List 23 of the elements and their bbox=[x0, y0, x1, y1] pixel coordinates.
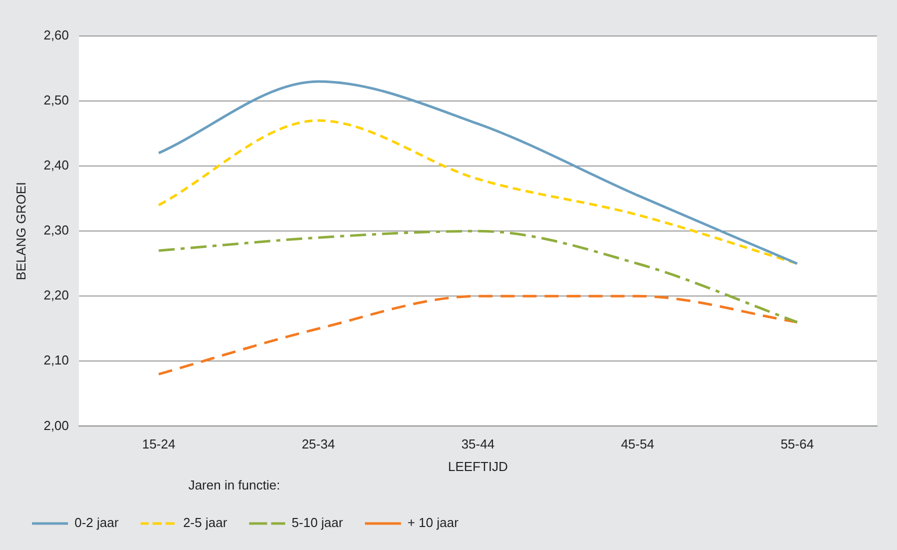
y-tick-label: 2,60 bbox=[44, 28, 69, 43]
line-series bbox=[157, 80, 798, 265]
legend-label: + 10 jaar bbox=[407, 515, 460, 530]
x-tick-label: 55-64 bbox=[780, 436, 814, 452]
x-axis-title: LEEFTIJD bbox=[448, 459, 508, 474]
y-tick-label: 2,40 bbox=[44, 158, 69, 173]
legend-title: Jaren in functie: bbox=[188, 477, 280, 492]
line-series bbox=[157, 294, 798, 376]
legend-label: 5-10 jaar bbox=[292, 515, 344, 530]
x-tick-label: 25-34 bbox=[302, 436, 335, 452]
y-tick-label: 2,50 bbox=[44, 92, 69, 108]
legend-label: 2-5 jaar bbox=[183, 515, 228, 530]
x-tick-label: 15-24 bbox=[142, 436, 176, 452]
line-series bbox=[157, 230, 798, 324]
x-tick-label: 35-44 bbox=[461, 436, 495, 452]
y-axis-title: BELANG GROEI bbox=[13, 182, 28, 280]
y-tick-label: 2,10 bbox=[44, 352, 69, 368]
y-tick-label: 2,20 bbox=[44, 288, 69, 303]
y-tick-label: 2,00 bbox=[44, 418, 69, 433]
legend-label: 0-2 jaar bbox=[74, 515, 120, 530]
line-series bbox=[157, 119, 798, 265]
x-tick-label: 45-54 bbox=[620, 436, 654, 452]
y-tick-label: 2,30 bbox=[44, 222, 69, 238]
